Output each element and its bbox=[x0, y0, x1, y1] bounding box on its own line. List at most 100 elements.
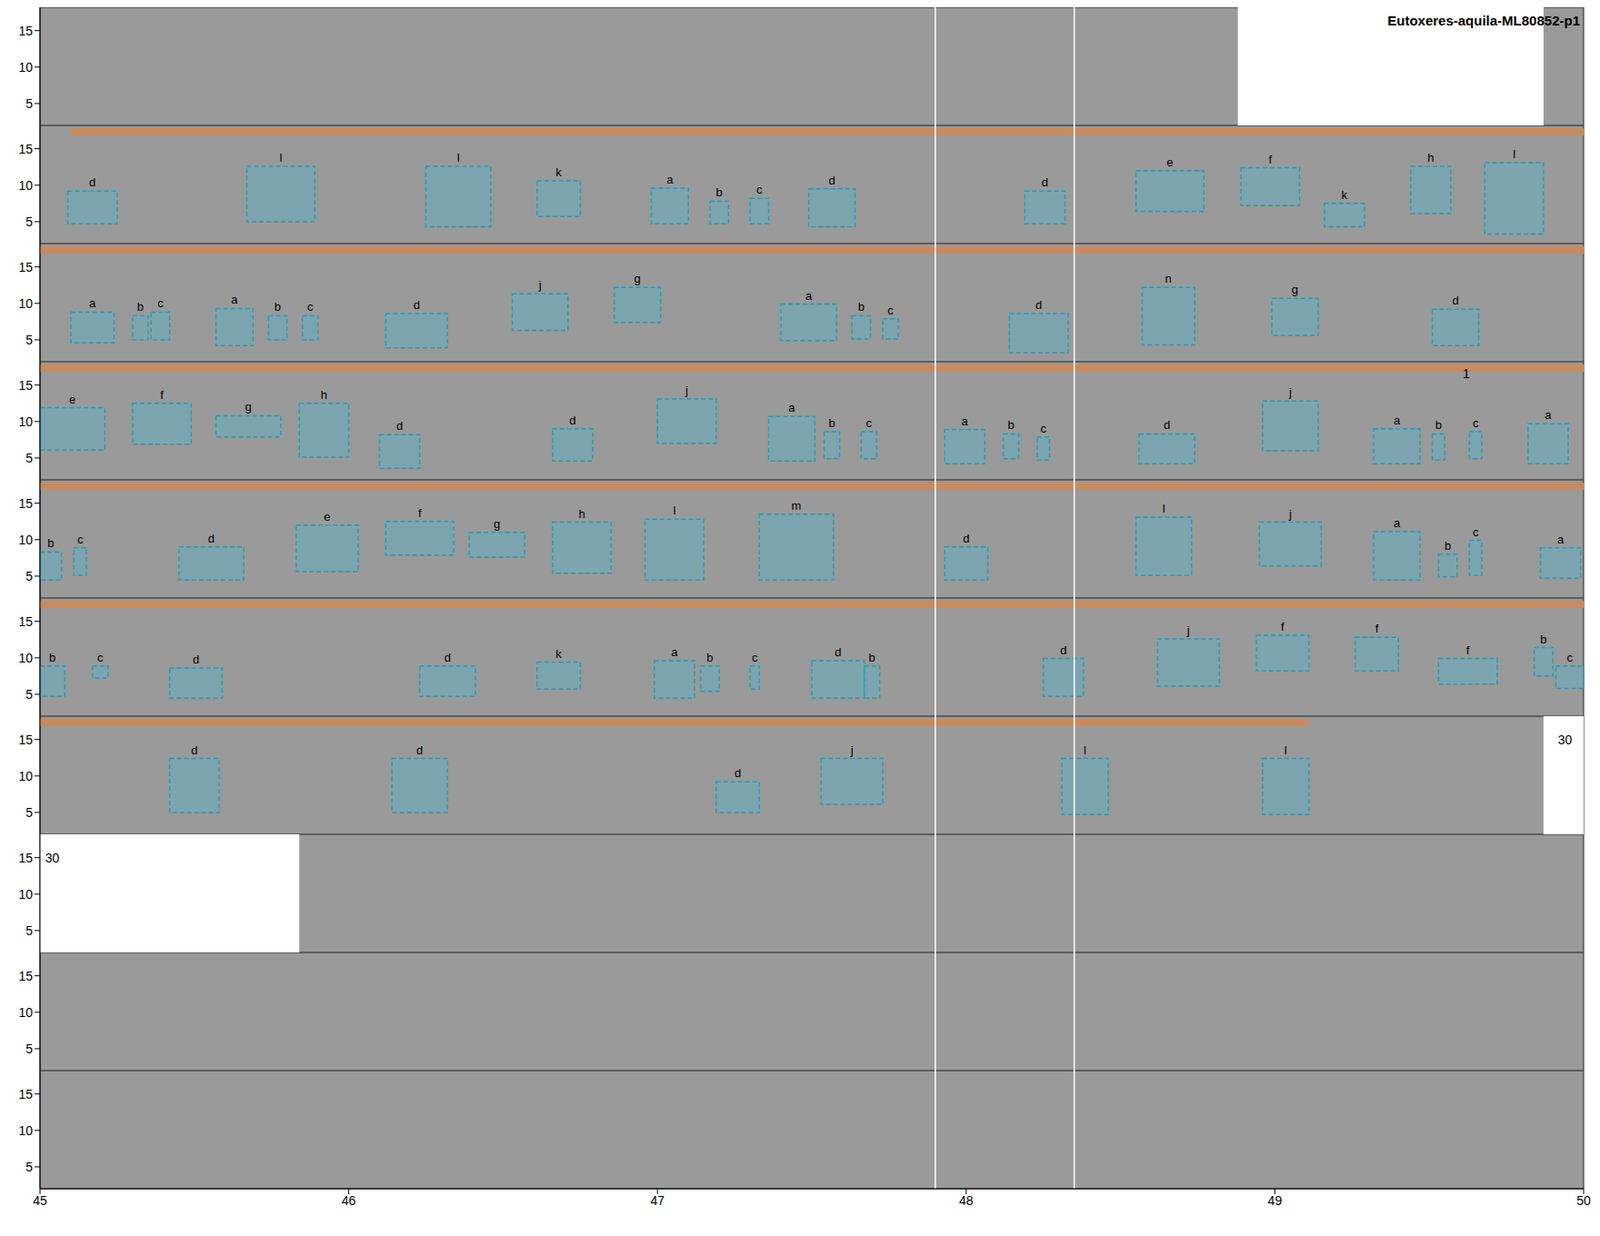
svg-text:l: l bbox=[1162, 501, 1166, 516]
svg-text:j: j bbox=[1288, 507, 1292, 521]
svg-text:c: c bbox=[97, 650, 104, 665]
svg-text:b: b bbox=[49, 650, 56, 665]
svg-text:45: 45 bbox=[32, 1193, 48, 1209]
svg-text:c: c bbox=[307, 300, 314, 314]
svg-text:d: d bbox=[962, 531, 970, 546]
svg-text:c: c bbox=[1566, 650, 1573, 665]
svg-text:d: d bbox=[734, 766, 741, 780]
svg-text:a: a bbox=[805, 289, 813, 303]
svg-text:c: c bbox=[1472, 525, 1480, 540]
svg-text:5: 5 bbox=[25, 923, 33, 939]
svg-text:g: g bbox=[493, 517, 500, 531]
svg-text:d: d bbox=[192, 652, 200, 667]
svg-text:h: h bbox=[578, 507, 585, 521]
svg-text:e: e bbox=[69, 392, 76, 407]
svg-text:10: 10 bbox=[18, 769, 33, 784]
svg-text:b: b bbox=[869, 650, 876, 665]
svg-text:f: f bbox=[1375, 621, 1380, 636]
svg-text:5: 5 bbox=[25, 687, 33, 702]
svg-text:10: 10 bbox=[18, 650, 33, 666]
svg-text:5: 5 bbox=[25, 332, 33, 348]
svg-text:a: a bbox=[89, 296, 97, 310]
svg-text:j: j bbox=[850, 743, 854, 758]
svg-text:b: b bbox=[716, 185, 723, 200]
svg-text:h: h bbox=[320, 388, 328, 402]
svg-text:10: 10 bbox=[18, 1123, 33, 1139]
svg-text:5: 5 bbox=[25, 96, 33, 111]
svg-text:l: l bbox=[1083, 743, 1087, 758]
svg-text:d: d bbox=[828, 173, 835, 188]
svg-text:j: j bbox=[538, 278, 542, 292]
svg-text:b: b bbox=[858, 300, 865, 314]
svg-text:a: a bbox=[960, 414, 969, 429]
svg-text:j: j bbox=[684, 383, 689, 398]
svg-text:c: c bbox=[77, 532, 84, 547]
svg-text:d: d bbox=[208, 531, 215, 546]
svg-text:d: d bbox=[1451, 293, 1459, 308]
svg-text:h: h bbox=[1427, 150, 1434, 165]
svg-text:c: c bbox=[756, 182, 763, 197]
svg-text:10: 10 bbox=[18, 60, 33, 75]
svg-text:c: c bbox=[1040, 421, 1047, 436]
svg-text:d: d bbox=[1163, 418, 1170, 432]
svg-text:d: d bbox=[569, 413, 576, 428]
svg-text:10: 10 bbox=[18, 178, 33, 193]
svg-text:b: b bbox=[1444, 539, 1451, 553]
svg-text:15: 15 bbox=[18, 141, 33, 157]
svg-text:c: c bbox=[751, 650, 759, 665]
svg-text:m: m bbox=[791, 499, 802, 513]
svg-text:c: c bbox=[887, 303, 894, 318]
svg-text:b: b bbox=[274, 300, 281, 314]
svg-text:a: a bbox=[670, 645, 679, 660]
svg-text:10: 10 bbox=[18, 296, 33, 311]
svg-text:e: e bbox=[1166, 155, 1173, 170]
svg-text:k: k bbox=[555, 647, 562, 661]
svg-text:l: l bbox=[1284, 743, 1288, 758]
svg-text:f: f bbox=[1268, 152, 1272, 167]
svg-text:b: b bbox=[1435, 418, 1442, 432]
svg-text:46: 46 bbox=[341, 1193, 357, 1209]
svg-text:g: g bbox=[634, 271, 641, 286]
svg-text:a: a bbox=[1544, 408, 1552, 422]
svg-text:l: l bbox=[1512, 147, 1516, 161]
svg-text:5: 5 bbox=[25, 805, 33, 820]
svg-text:47: 47 bbox=[650, 1193, 665, 1209]
svg-text:e: e bbox=[323, 510, 330, 524]
svg-text:j: j bbox=[1288, 385, 1292, 400]
svg-text:k: k bbox=[555, 165, 562, 180]
svg-text:a: a bbox=[1557, 532, 1565, 547]
svg-text:c: c bbox=[1472, 416, 1480, 430]
svg-text:d: d bbox=[834, 645, 841, 660]
svg-text:15: 15 bbox=[18, 260, 33, 275]
svg-text:d: d bbox=[89, 175, 96, 190]
svg-text:d: d bbox=[1041, 175, 1049, 190]
svg-text:f: f bbox=[1280, 620, 1285, 634]
svg-text:30: 30 bbox=[1558, 732, 1573, 748]
svg-text:g: g bbox=[245, 400, 252, 414]
svg-text:b: b bbox=[1540, 632, 1547, 647]
svg-text:b: b bbox=[1007, 418, 1014, 432]
svg-text:15: 15 bbox=[18, 23, 33, 39]
svg-text:l: l bbox=[672, 503, 676, 518]
svg-text:g: g bbox=[1291, 282, 1299, 297]
svg-text:k: k bbox=[1341, 188, 1349, 202]
svg-text:50: 50 bbox=[1576, 1193, 1591, 1209]
svg-text:j: j bbox=[1186, 623, 1190, 638]
svg-text:b: b bbox=[47, 536, 54, 550]
svg-text:a: a bbox=[1393, 413, 1401, 428]
svg-text:10: 10 bbox=[18, 887, 33, 902]
svg-text:10: 10 bbox=[18, 414, 33, 430]
svg-text:49: 49 bbox=[1268, 1193, 1283, 1209]
svg-text:a: a bbox=[230, 292, 239, 307]
svg-text:5: 5 bbox=[25, 214, 33, 230]
svg-text:d: d bbox=[1035, 298, 1042, 312]
svg-text:5: 5 bbox=[25, 1160, 33, 1175]
svg-text:d: d bbox=[444, 650, 451, 665]
svg-text:15: 15 bbox=[18, 732, 33, 748]
svg-text:30: 30 bbox=[45, 850, 60, 866]
svg-text:15: 15 bbox=[18, 614, 33, 630]
svg-text:15: 15 bbox=[18, 1087, 33, 1102]
svg-text:b: b bbox=[706, 650, 713, 665]
svg-text:10: 10 bbox=[18, 1005, 33, 1020]
svg-text:d: d bbox=[190, 743, 198, 758]
